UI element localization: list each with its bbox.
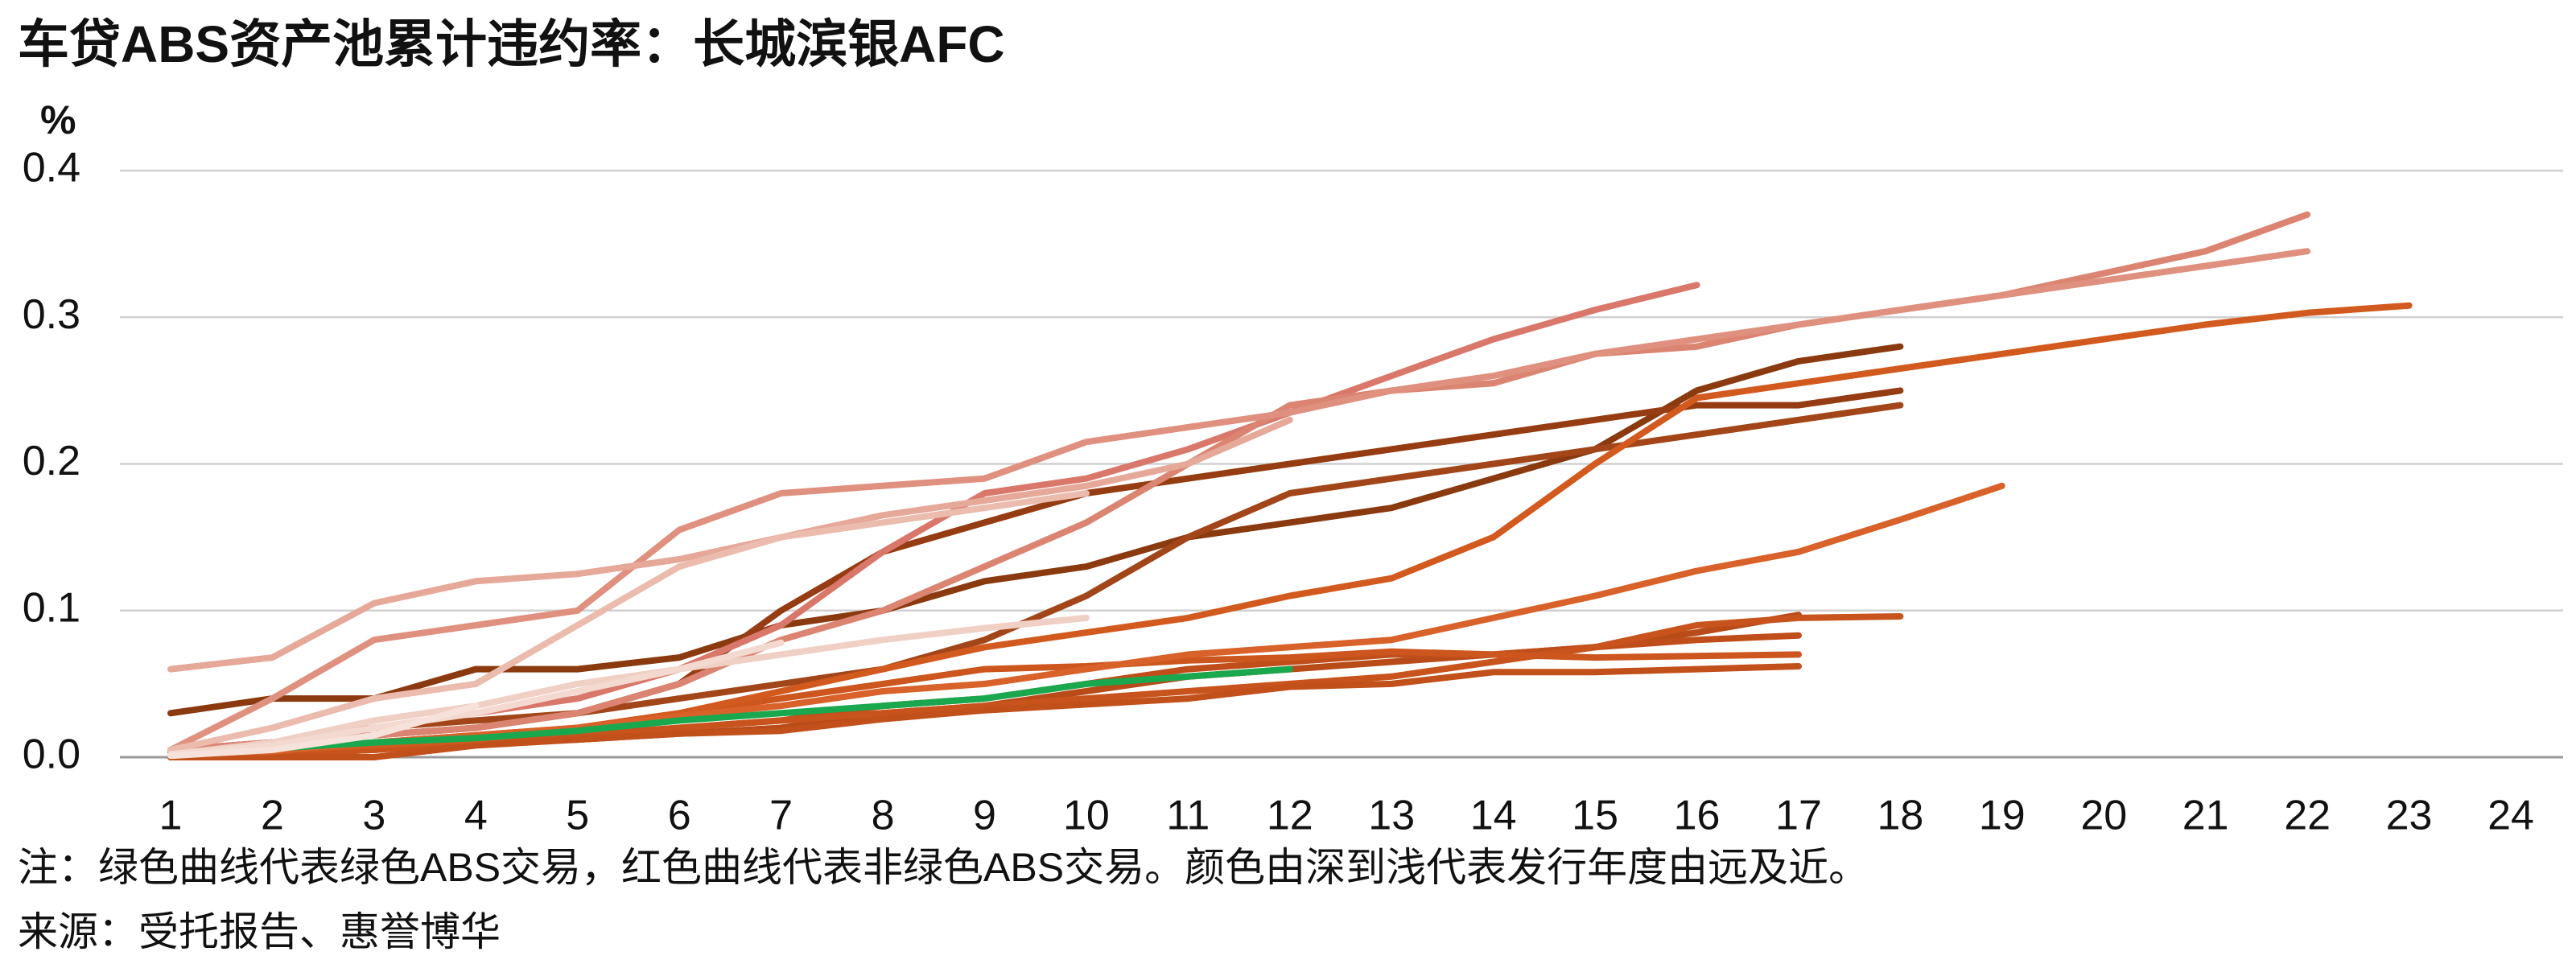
- x-tick-label: 6: [668, 793, 691, 839]
- x-tick-label: 14: [1470, 793, 1517, 839]
- y-tick-label: 0.0: [23, 731, 80, 778]
- x-tick-label: 22: [2284, 793, 2331, 839]
- x-tick-label: 8: [872, 793, 895, 839]
- x-tick-label: 12: [1267, 793, 1313, 839]
- y-tick-label: 0.2: [23, 438, 80, 484]
- series-line: [167, 614, 1090, 758]
- x-tick-label: 13: [1368, 793, 1415, 839]
- x-tick-label: 2: [261, 793, 284, 839]
- series-line: [167, 248, 2311, 753]
- y-unit: %: [40, 97, 76, 142]
- x-tick-label: 4: [464, 793, 488, 839]
- y-tick-label: 0.1: [23, 584, 80, 631]
- x-tick-label: 5: [566, 793, 589, 839]
- x-tick-label: 10: [1063, 793, 1110, 839]
- series-line: [167, 663, 1802, 760]
- x-tick-label: 17: [1775, 793, 1822, 839]
- x-tick-label: 20: [2080, 793, 2127, 839]
- x-tick-label: 11: [1166, 793, 1210, 839]
- x-tick-label: 7: [769, 793, 793, 839]
- x-tick-label: 23: [2386, 793, 2433, 839]
- x-tick-label: 16: [1674, 793, 1721, 839]
- series-line: [167, 702, 480, 760]
- x-tick-label: 19: [1979, 793, 2026, 839]
- series-line: [167, 343, 1904, 717]
- x-tick-label: 9: [973, 793, 996, 839]
- x-tick-label: 18: [1877, 793, 1923, 839]
- x-tick-label: 3: [362, 793, 385, 839]
- series-line: [167, 416, 1293, 673]
- series-line: [167, 639, 785, 758]
- series-line: [167, 402, 1904, 753]
- x-tick-label: 24: [2487, 793, 2534, 839]
- y-tick-label: 0.4: [23, 145, 80, 192]
- x-tick-label: 15: [1572, 793, 1618, 839]
- series-line: [167, 490, 1090, 753]
- note: 注：绿色曲线代表绿色ABS交易，红色曲线代表非绿色ABS交易。颜色由深到浅代表发…: [18, 845, 1869, 890]
- x-tick-label: 1: [159, 793, 183, 839]
- source: 来源：受托报告、惠誉博华: [18, 909, 501, 954]
- y-tick-label: 0.3: [23, 291, 80, 338]
- chart-title: 车贷ABS资产池累计违约率：长城滨银AFC: [18, 15, 1005, 73]
- series-line: [167, 665, 1293, 756]
- x-tick-label: 21: [2182, 793, 2229, 839]
